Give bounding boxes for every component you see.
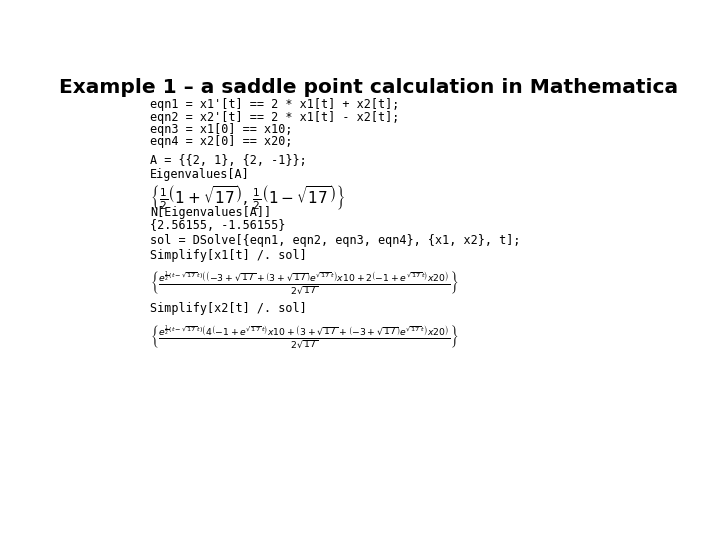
Text: Simplify[x2[t] /. sol]: Simplify[x2[t] /. sol] <box>150 302 307 315</box>
Text: eqn2 = x2'[t] == 2 * x1[t] - x2[t];: eqn2 = x2'[t] == 2 * x1[t] - x2[t]; <box>150 111 400 124</box>
Text: eqn1 = x1'[t] == 2 * x1[t] + x2[t];: eqn1 = x1'[t] == 2 * x1[t] + x2[t]; <box>150 98 400 111</box>
Text: Eigenvalues[A]: Eigenvalues[A] <box>150 168 250 181</box>
Text: sol = DSolve[{eqn1, eqn2, eqn3, eqn4}, {x1, x2}, t];: sol = DSolve[{eqn1, eqn2, eqn3, eqn4}, {… <box>150 234 521 247</box>
Text: eqn3 = x1[0] == x10;: eqn3 = x1[0] == x10; <box>150 123 293 136</box>
Text: {2.56155, -1.56155}: {2.56155, -1.56155} <box>150 219 286 233</box>
Text: $\left\{\frac{e^{\frac{1}{2}(t-\sqrt{17}\,t)}\left(\left(-3+\sqrt{17}+\left(3+\s: $\left\{\frac{e^{\frac{1}{2}(t-\sqrt{17}… <box>150 269 459 298</box>
Text: $\left\{\frac{e^{\frac{1}{2}(t-\sqrt{17}\,t)}\left(4\left(-1+e^{\sqrt{17}\,t}\ri: $\left\{\frac{e^{\frac{1}{2}(t-\sqrt{17}… <box>150 323 459 352</box>
Text: Example 1 – a saddle point calculation in Mathematica: Example 1 – a saddle point calculation i… <box>60 78 678 97</box>
Text: N[Eigenvalues[A]]: N[Eigenvalues[A]] <box>150 206 271 219</box>
Text: A = {{2, 1}, {2, -1}};: A = {{2, 1}, {2, -1}}; <box>150 154 307 167</box>
Text: Simplify[x1[t] /. sol]: Simplify[x1[t] /. sol] <box>150 249 307 262</box>
Text: $\left\{\frac{1}{2}\left(1+\sqrt{17}\right),\,\frac{1}{2}\left(1-\sqrt{17}\right: $\left\{\frac{1}{2}\left(1+\sqrt{17}\rig… <box>150 183 346 212</box>
Text: eqn4 = x2[0] == x20;: eqn4 = x2[0] == x20; <box>150 136 293 148</box>
